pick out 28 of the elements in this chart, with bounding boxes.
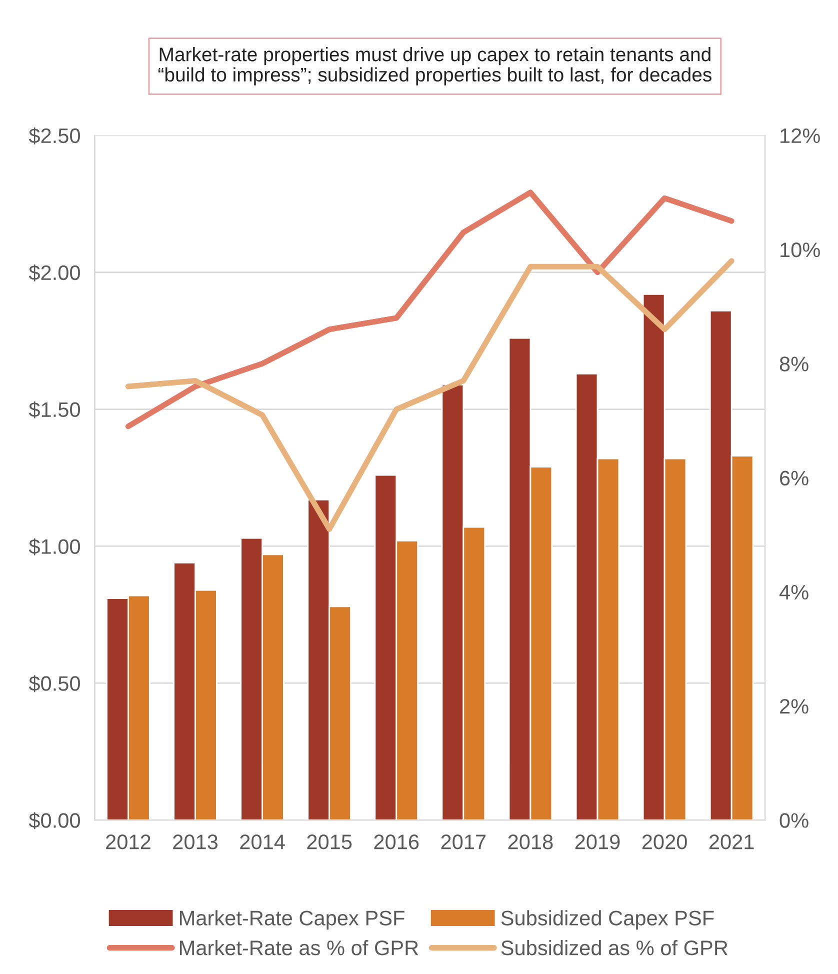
y2-tick-label: 6% <box>780 470 808 486</box>
y2-tick-label: 0% <box>780 813 808 828</box>
x-tick-label: 2013 <box>173 834 218 850</box>
x-tick-label: 2015 <box>307 834 352 850</box>
x-tick-label: 2018 <box>508 834 553 850</box>
x-tick-label: 2016 <box>374 834 419 850</box>
y2-tick-label: 12% <box>780 128 820 144</box>
legend-label: Subsidized Capex PSF <box>501 910 714 930</box>
y-tick-label: $1.00 <box>28 538 80 556</box>
legend-label: Subsidized as % of GPR <box>501 940 728 956</box>
y2-tick-label: 8% <box>780 356 808 372</box>
y2-tick-label: 2% <box>780 698 808 714</box>
y2-tick-label: 4% <box>779 584 808 600</box>
y-tick-label: $2.50 <box>28 128 80 144</box>
legend-label: Market-Rate Capex PSF <box>180 910 404 930</box>
x-tick-label: 2014 <box>240 834 285 850</box>
x-tick-label: 2021 <box>709 834 754 850</box>
x-tick-label: 2020 <box>642 834 687 850</box>
y-tick-label: $0.00 <box>28 812 80 830</box>
x-tick-label: 2017 <box>441 834 486 850</box>
y-tick-label: $0.50 <box>28 675 80 692</box>
legend-label: Market-Rate as % of GPR <box>180 940 418 956</box>
chart-title: Market-rate properties must drive up capex to retain tenants and “build to impress”; subsidized properties built to last, for decades <box>158 47 712 86</box>
y-tick-label: $2.00 <box>28 264 80 282</box>
x-tick-label: 2012 <box>106 834 150 850</box>
y2-tick-label: 10% <box>780 242 820 258</box>
y-tick-label: $1.50 <box>28 401 80 418</box>
x-tick-label: 2019 <box>575 834 620 850</box>
